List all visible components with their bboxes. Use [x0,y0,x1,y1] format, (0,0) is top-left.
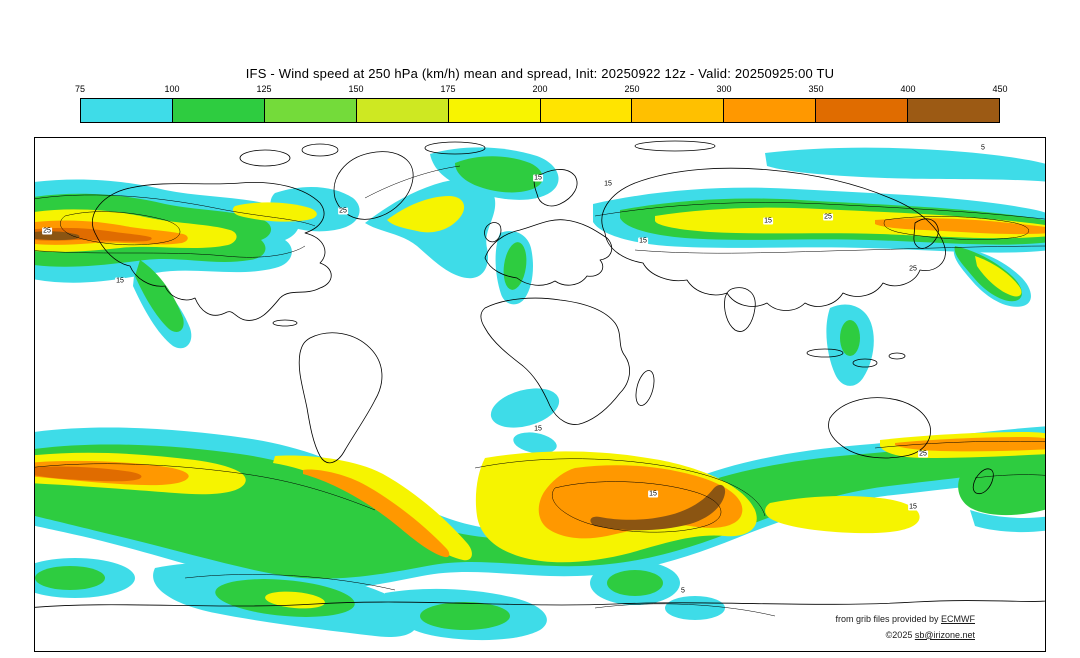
colorbar-legend: 75 100 125 150 175 200 250 300 350 400 450 [75,84,1008,125]
colorbar-segment [540,99,633,122]
attribution-source-line: from grib files provided by ECMWF [835,612,975,627]
colorbar-tick-label: 450 [992,84,1008,94]
colorbar-segment [356,99,449,122]
colorbar-segment [264,99,357,122]
ecmwf-link[interactable]: ECMWF [941,614,975,625]
colorbar-segment [81,99,173,122]
attribution: from grib files provided by ECMWF ©2025 … [835,612,975,643]
colorbar-tick-label: 75 [74,84,86,94]
world-map: 25 15 25 15 15 15 15 25 25 5 15 15 25 15 5 from grib f… [34,137,1046,652]
colorbar [80,98,1000,123]
colorbar-tick-label: 100 [164,84,180,94]
colorbar-segment [724,99,817,122]
colorbar-tick-label: 250 [624,84,640,94]
colorbar-tick-label: 200 [532,84,548,94]
colorbar-tick-label: 125 [256,84,272,94]
coastlines [35,140,1045,608]
colorbar-tick-label: 300 [716,84,732,94]
wind-speed-map-svg [35,140,1045,641]
colorbar-segment [448,99,541,122]
author-email-link[interactable]: sb@irizone.net [914,629,975,640]
colorbar-tick-labels: 75 100 125 150 175 200 250 300 350 400 450 [75,84,1008,97]
colorbar-segment [172,99,265,122]
colorbar-tick-label: 175 [440,84,456,94]
chart-title: IFS - Wind speed at 250 hPa (km/h) mean … [245,66,835,81]
colorbar-segment [632,99,725,122]
colorbar-tick-label: 400 [900,84,916,94]
colorbar-tick-label: 150 [348,84,364,94]
attribution-copyright-text: ©2025 [885,629,915,640]
colorbar-segment [816,99,909,122]
attribution-source-text: from grib files provided by [835,614,941,625]
colorbar-segment [908,99,1000,122]
colorbar-tick-label: 350 [808,84,824,94]
spread-contours [35,165,1045,617]
attribution-copyright-line: ©2025 sb@irizone.net [835,628,975,643]
